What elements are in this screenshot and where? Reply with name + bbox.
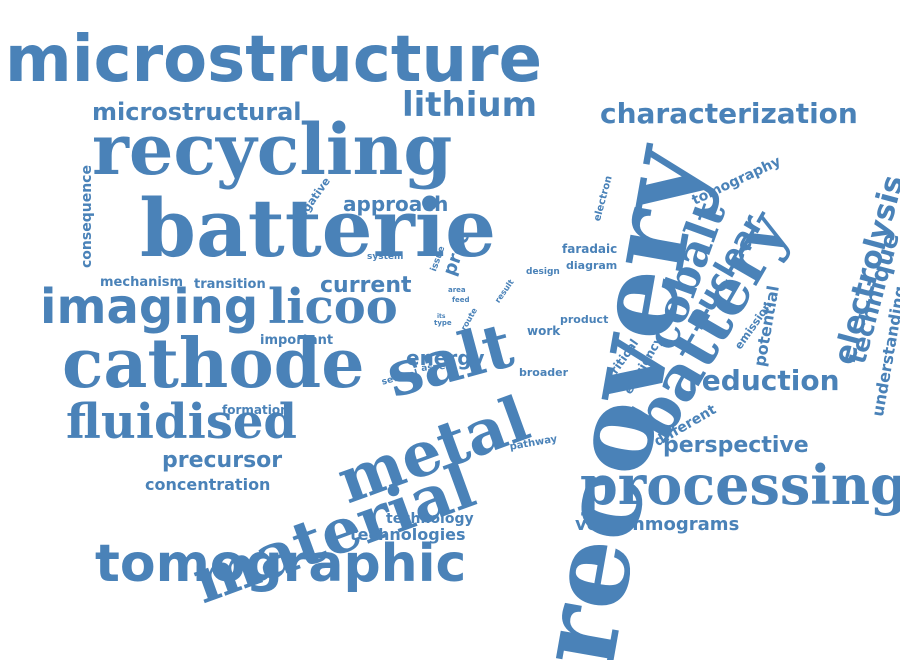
word-precursor: precursor bbox=[162, 448, 283, 473]
word-perspective: perspective bbox=[663, 433, 809, 458]
word-batterie: batterie bbox=[140, 181, 497, 275]
word-characterization: characterization bbox=[600, 97, 858, 130]
word-consequence: consequence bbox=[79, 165, 95, 268]
word-system: system bbox=[367, 252, 404, 262]
word-result: result bbox=[493, 277, 516, 305]
word-its: its bbox=[437, 313, 446, 320]
word-technologies: technologies bbox=[350, 525, 466, 544]
word-type: type bbox=[434, 319, 452, 327]
word-approach: approach bbox=[343, 192, 449, 216]
word-current: current bbox=[320, 273, 412, 298]
word-design: design bbox=[526, 267, 560, 277]
word-cathode: cathode bbox=[62, 324, 365, 404]
word-voltammograms: voltammograms bbox=[575, 514, 740, 535]
word-important: important bbox=[260, 333, 334, 348]
word-energy: energy bbox=[406, 346, 485, 370]
word-feed: feed bbox=[452, 296, 470, 304]
word-concentration: concentration bbox=[145, 475, 271, 494]
word-microstructural: microstructural bbox=[92, 98, 302, 126]
word-transition: transition bbox=[194, 277, 266, 292]
word-faradaic: faradaic bbox=[562, 242, 618, 256]
word-area: area bbox=[448, 286, 466, 294]
word-lithium: lithium bbox=[402, 85, 538, 125]
word-work: work bbox=[527, 324, 561, 338]
word-technology: technology bbox=[386, 511, 474, 527]
word-diagram: diagram bbox=[566, 259, 618, 272]
word-imaging: imaging bbox=[40, 279, 259, 335]
word-broader: broader bbox=[519, 366, 569, 379]
word-recycling: recycling bbox=[92, 108, 453, 191]
word-formation: formation bbox=[222, 403, 289, 417]
word-microstructure: microstructure bbox=[5, 23, 542, 97]
word-product: product bbox=[560, 313, 609, 326]
word-mechanism: mechanism bbox=[100, 275, 184, 290]
word-reduction: reduction bbox=[688, 364, 840, 397]
word-processing: processing bbox=[580, 453, 900, 517]
word-licoo: licoo bbox=[268, 279, 398, 335]
word-tomographic: tomographic bbox=[95, 534, 467, 594]
word-fluidised: fluidised bbox=[66, 394, 297, 450]
